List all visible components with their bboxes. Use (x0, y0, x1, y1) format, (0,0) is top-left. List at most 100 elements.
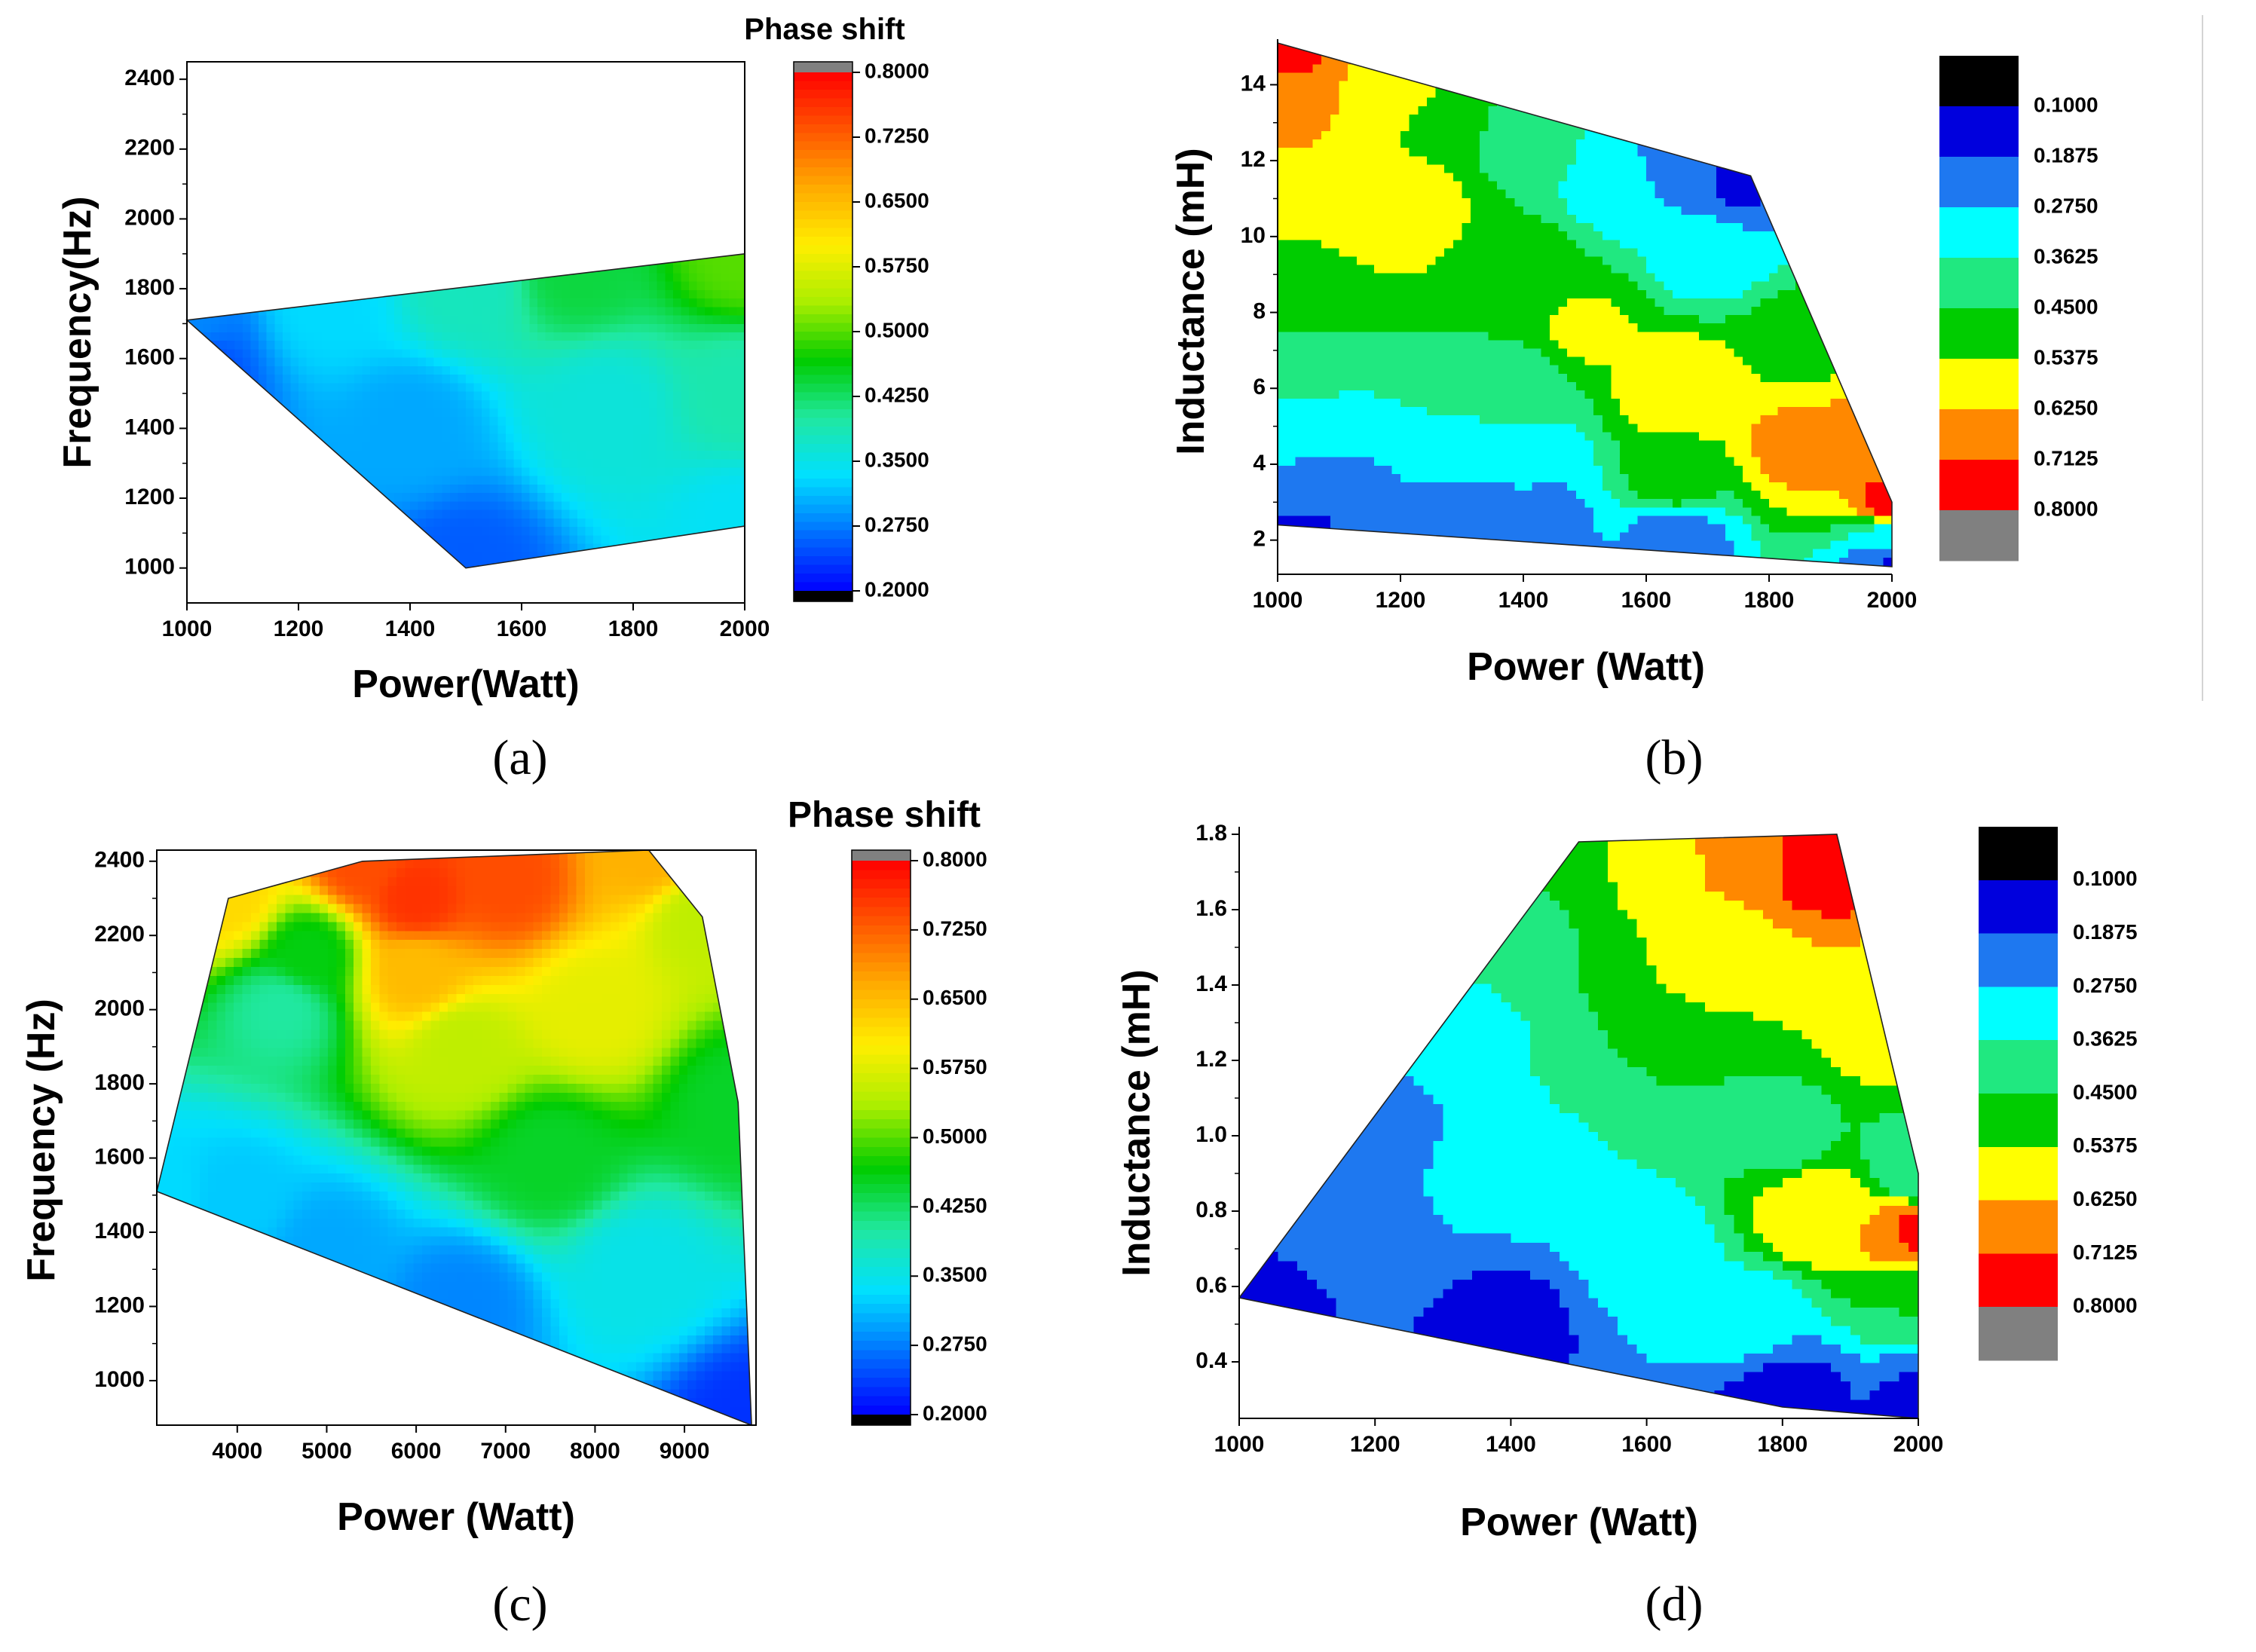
heatmap-cell (705, 417, 713, 426)
heatmap-cell (1637, 248, 1646, 257)
heatmap-cell (1295, 148, 1304, 157)
heatmap-cell (442, 451, 450, 460)
heatmap-cell (1567, 499, 1576, 508)
heatmap-cell (586, 316, 594, 325)
heatmap-cell (1567, 323, 1576, 332)
heatmap-cell (1743, 366, 1752, 375)
heatmap-cell (1383, 515, 1392, 525)
heatmap-cell (1374, 457, 1383, 467)
heatmap-cell (1444, 173, 1453, 182)
heatmap-cell (1400, 399, 1410, 408)
heatmap-cell (506, 485, 514, 494)
heatmap-cell (386, 459, 394, 468)
heatmap-cell (713, 282, 721, 291)
heatmap-cell (1304, 248, 1313, 257)
heatmap-cell (1690, 282, 1699, 291)
heatmap-cell (386, 349, 394, 358)
heatmap-cell (1620, 549, 1629, 558)
heatmap-cell (705, 519, 713, 528)
heatmap-cell (593, 468, 601, 477)
heatmap-cell (1391, 424, 1400, 433)
heatmap-cell (1304, 491, 1313, 500)
heatmap-cell (338, 425, 347, 434)
heatmap-cell (1497, 231, 1506, 240)
heatmap-cell (314, 366, 323, 375)
heatmap-cell (1655, 315, 1664, 324)
heatmap-cell (1400, 323, 1410, 332)
heatmap-cell (1637, 131, 1646, 140)
heatmap-cell (434, 451, 442, 460)
heatmap-cell (1374, 390, 1383, 399)
heatmap-cell (1471, 449, 1480, 458)
heatmap-cell (506, 392, 514, 401)
heatmap-cell (1593, 466, 1602, 475)
heatmap-cell (1497, 274, 1506, 283)
heatmap-cell (1304, 415, 1313, 424)
heatmap-cell (697, 366, 706, 375)
heatmap-cell (681, 349, 689, 358)
heatmap-cell (1348, 115, 1357, 124)
heatmap-cell (450, 400, 458, 409)
heatmap-cell (1427, 374, 1436, 383)
heatmap-cell (1514, 148, 1523, 157)
heatmap-cell (1752, 390, 1761, 399)
heatmap-cell (1611, 432, 1620, 441)
heatmap-cell (1374, 231, 1383, 240)
heatmap-cell (1567, 424, 1576, 433)
heatmap-cell (1559, 206, 1568, 216)
heatmap-cell (323, 290, 331, 299)
heatmap-cell (586, 290, 594, 299)
heatmap-cell (641, 501, 650, 510)
heatmap-cell (1383, 407, 1392, 416)
heatmap-cell (1593, 382, 1602, 391)
heatmap-cell (1278, 315, 1287, 324)
heatmap-cell (1418, 407, 1427, 416)
heatmap-cell (490, 442, 498, 451)
heatmap-cell (1488, 190, 1497, 199)
heatmap-cell (506, 298, 514, 307)
heatmap-cell (1646, 390, 1655, 399)
heatmap-cell (1287, 47, 1296, 57)
heatmap-cell (1637, 274, 1646, 283)
heatmap-cell (577, 535, 586, 544)
heatmap-cell (474, 425, 482, 434)
heatmap-cell (418, 341, 427, 350)
heatmap-cell (1278, 131, 1287, 140)
heatmap-cell (370, 459, 378, 468)
heatmap-cell (1295, 482, 1304, 491)
heatmap-cell (1752, 282, 1761, 291)
heatmap-cell (1444, 81, 1453, 90)
heatmap-cell (1620, 198, 1629, 207)
heatmap-cell (1295, 256, 1304, 265)
heatmap-cell (593, 476, 601, 485)
heatmap-cell (617, 298, 626, 307)
heatmap-cell (259, 341, 267, 350)
heatmap-cell (474, 366, 482, 375)
heatmap-cell (1321, 390, 1330, 399)
heatmap-cell (363, 366, 371, 375)
colorbar-segment (794, 262, 853, 271)
heatmap-cell (625, 510, 633, 519)
heatmap-cell (649, 316, 657, 325)
heatmap-cell (569, 349, 577, 358)
heatmap-cell (1673, 507, 1682, 516)
heatmap-cell (1480, 357, 1489, 366)
heatmap-cell (1611, 139, 1620, 148)
heatmap-cell (1602, 265, 1612, 274)
heatmap-cell (1637, 282, 1646, 291)
heatmap-cell (530, 316, 538, 325)
heatmap-cell (1436, 432, 1445, 441)
heatmap-cell (530, 485, 538, 494)
heatmap-cell (1708, 198, 1717, 207)
heatmap-cell (1743, 248, 1752, 257)
heatmap-cell (1287, 156, 1296, 165)
heatmap-cell (1400, 123, 1410, 132)
heatmap-cell (1471, 248, 1480, 257)
heatmap-cell (1330, 482, 1339, 491)
heatmap-cell (1541, 298, 1550, 307)
heatmap-cell (1436, 290, 1445, 299)
heatmap-cell (681, 442, 689, 451)
heatmap-cell (497, 451, 506, 460)
heatmap-cell (338, 392, 347, 401)
heatmap-cell (649, 265, 657, 274)
